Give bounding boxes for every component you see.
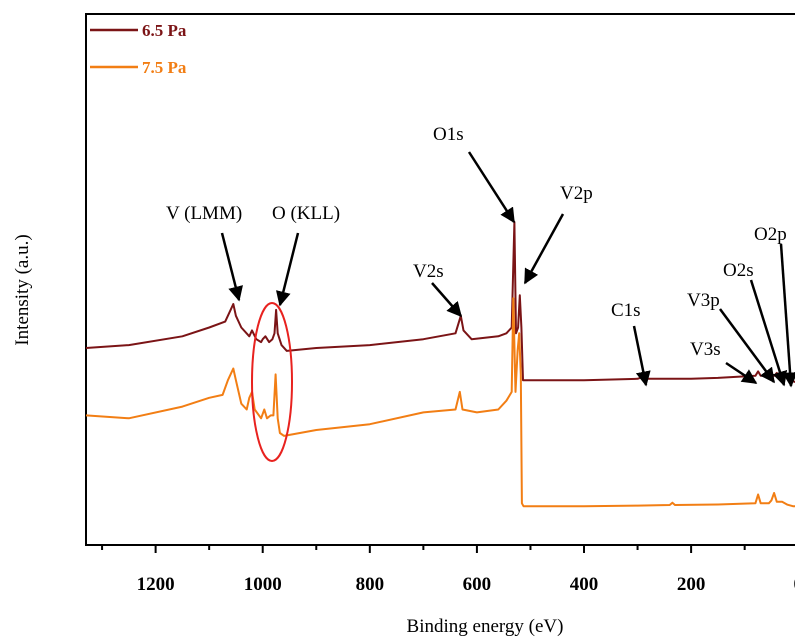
arrow-v2s <box>431 282 462 318</box>
x-axis-ticks <box>101 545 746 553</box>
annotation-o2p: O2p <box>754 224 787 245</box>
x-tick-label-200: 200 <box>677 574 706 595</box>
x-tick-label-600: 600 <box>463 574 492 595</box>
annotation-v3s: V3s <box>690 339 721 360</box>
arrow-v3s <box>725 361 758 385</box>
x-axis-label: Binding energy (eV) <box>407 616 564 637</box>
series-line-6-5-pa <box>85 221 795 384</box>
legend-label-6-5-pa: 6.5 Pa <box>142 21 187 40</box>
x-tick-label-800: 800 <box>356 574 385 595</box>
arrow-v3p <box>718 308 776 384</box>
okll-highlight-ellipse <box>251 302 293 462</box>
x-tick-label-1200: 1200 <box>137 574 175 595</box>
annotation-o-kll: O (KLL) <box>272 203 340 224</box>
y-axis-label: Intensity (a.u.) <box>12 234 33 345</box>
series-layer <box>85 221 795 508</box>
annotation-o1s: O1s <box>433 124 464 145</box>
annotation-v3p: V3p <box>687 290 720 311</box>
arrow-o-kll <box>275 232 300 307</box>
annotation-o2s: O2s <box>723 260 754 281</box>
arrow-o2s <box>749 279 788 387</box>
legend: 6.5 Pa 7.5 Pa <box>90 21 187 77</box>
annotation-v-lmm: V (LMM) <box>166 203 242 224</box>
x-tick-label-400: 400 <box>570 574 599 595</box>
annotation-c1s: C1s <box>611 300 641 321</box>
plot-frame <box>85 13 795 546</box>
annotation-arrows <box>220 151 795 388</box>
annotation-v2p: V2p <box>560 183 593 204</box>
series-line-7-5-pa <box>85 297 795 508</box>
arrow-o2p <box>779 243 795 388</box>
legend-label-7-5-pa: 7.5 Pa <box>142 58 187 77</box>
arrow-v-lmm <box>220 232 243 302</box>
x-tick-label-0: 0 <box>793 574 795 595</box>
x-tick-label-1000: 1000 <box>244 574 282 595</box>
x-axis-tick-labels: 1200 1000 800 600 400 200 0 <box>137 574 795 595</box>
annotation-v2s: V2s <box>413 261 444 282</box>
arrow-v2p <box>523 213 565 285</box>
arrow-o1s <box>467 151 516 224</box>
annotation-labels: V (LMM) O (KLL) O1s V2p V2s C1s O2p O2s … <box>166 124 787 360</box>
arrow-c1s <box>632 325 651 387</box>
